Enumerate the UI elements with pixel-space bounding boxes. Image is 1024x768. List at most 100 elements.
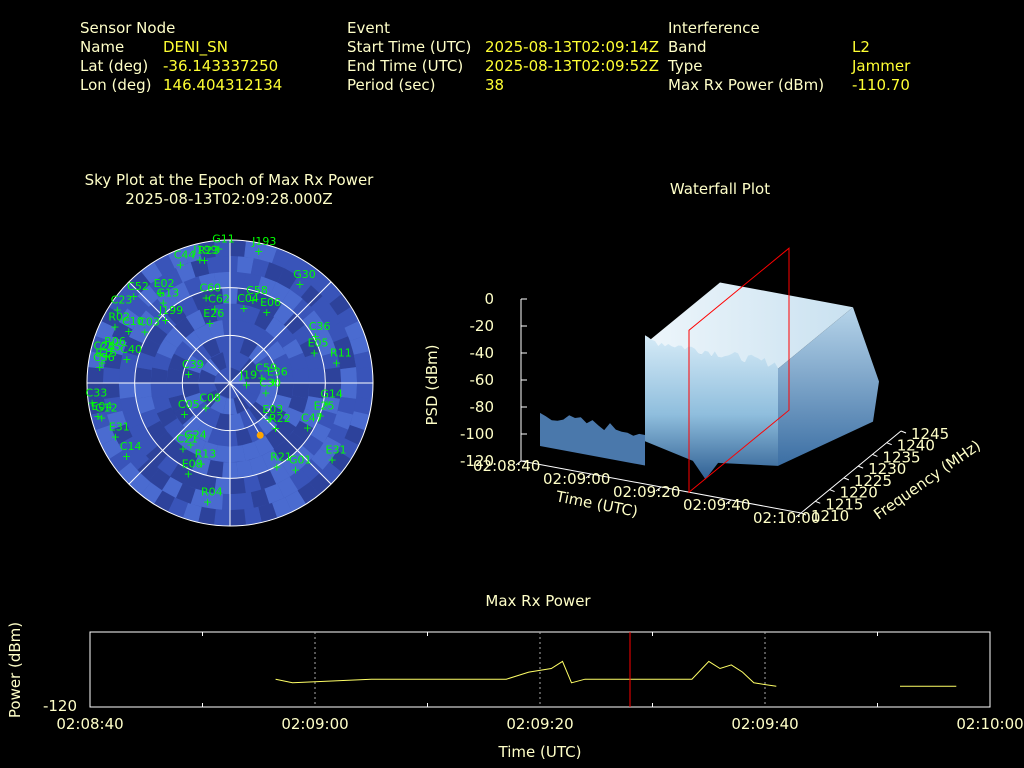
sky-cell — [182, 368, 200, 383]
sky-cell — [300, 459, 323, 481]
sky-cell — [264, 483, 285, 504]
satellite-label: C36 — [309, 320, 331, 333]
freq-tick-label: 1215 — [825, 495, 863, 513]
sky-cell — [95, 425, 116, 445]
waterfall-zlabel: PSD (dBm) — [423, 344, 441, 425]
satellite-label: J19 — [239, 368, 257, 381]
sky-cell — [239, 389, 259, 408]
interference-type-label: Type — [668, 57, 703, 75]
sky-cell — [265, 427, 287, 450]
satellite-label: C39 — [182, 358, 204, 371]
satellite-marker: +C44 — [174, 249, 196, 272]
sky-cell — [292, 367, 310, 383]
sky-cell — [191, 290, 211, 311]
sky-cell — [111, 321, 133, 343]
freq-tick-label: 1240 — [897, 437, 935, 455]
satellite-label: C08 — [199, 392, 221, 405]
sky-cell — [309, 271, 332, 294]
sky-cell — [244, 506, 262, 526]
sky-cell — [269, 281, 291, 303]
satellite-label: C62 — [208, 292, 230, 305]
satellite-plus: + — [102, 351, 111, 364]
sky-cell — [166, 367, 184, 383]
satellite-marker: +C39 — [182, 358, 204, 381]
sky-cell — [292, 383, 310, 399]
satellite-label: R23 — [198, 244, 220, 257]
sky-cell — [157, 289, 179, 311]
satellite-marker: +G14 — [320, 387, 343, 410]
satellite-plus: + — [272, 460, 281, 473]
sky-cell — [230, 413, 245, 431]
satellite-marker: +R21 — [270, 450, 292, 473]
freq-tick-label: 1210 — [811, 507, 849, 525]
satellite-label: C21 — [176, 433, 198, 446]
satellite-plus: + — [111, 431, 120, 444]
satellite-marker: +E03 — [262, 403, 283, 426]
sky-cell — [283, 312, 306, 335]
satellite-plus: + — [264, 413, 273, 426]
satellite-plus: + — [122, 450, 131, 463]
sky-cell — [90, 411, 110, 431]
sky-cell — [237, 492, 254, 510]
satellite-plus: + — [195, 254, 204, 267]
sky-cell — [288, 395, 308, 414]
sky-cell — [356, 367, 373, 383]
satellite-plus: + — [97, 357, 106, 370]
sky-cell — [127, 296, 149, 318]
sky-cell — [236, 288, 254, 306]
sky-cell — [258, 503, 278, 523]
satellite-marker: +C36 — [309, 320, 331, 343]
waterfall-axes — [515, 298, 907, 518]
sky-cell — [118, 308, 140, 330]
sky-cell — [305, 352, 324, 370]
sky-cell — [272, 248, 292, 269]
satellite-label: C52 — [127, 280, 149, 293]
sky-cell — [319, 281, 342, 304]
satellite-marker: +C47 — [301, 411, 323, 434]
sky-cell — [175, 483, 196, 504]
sky-cell — [198, 474, 217, 494]
z-tick-label: -40 — [470, 344, 495, 362]
sky-cell — [344, 425, 365, 445]
sky-cell — [282, 407, 304, 428]
sensor-lon-value: 146.404312134 — [163, 76, 283, 94]
sky-cell — [152, 352, 172, 371]
satellite-marker: +G01 — [289, 453, 312, 476]
satellite-marker: +R02 — [108, 311, 130, 334]
sky-cell — [215, 335, 230, 353]
event-heading: Event — [347, 19, 390, 37]
sky-cell — [297, 261, 320, 284]
sky-cell — [239, 337, 258, 358]
sky-cell — [182, 243, 202, 263]
sky-cell — [299, 337, 321, 358]
satellite-plus: + — [93, 410, 102, 423]
freq-tick — [843, 477, 850, 481]
satellite-label: G01 — [289, 453, 312, 466]
power-chart: 02:08:40 02:09:00 02:09:20 02:09:40 02:10:00… — [6, 622, 1024, 761]
event-period-value: 38 — [485, 76, 505, 94]
sky-cell — [182, 503, 202, 523]
z-tick-label: 0 — [484, 290, 494, 308]
satellite-label: C60 — [199, 281, 221, 294]
satellite-plus: + — [161, 314, 170, 327]
sky-cell — [118, 462, 141, 485]
sky-cell — [321, 351, 341, 370]
sky-cell — [243, 474, 262, 494]
sky-cell — [185, 309, 206, 331]
sky-cell — [344, 321, 365, 341]
satellite-marker: +E36 — [267, 366, 288, 389]
sky-cell — [108, 450, 131, 473]
sky-cell — [140, 482, 163, 505]
satellite-plus: + — [311, 330, 320, 343]
sky-plot: +G11+J193+C44 +J199+R23+G30+C52+C23+E02+G… — [86, 232, 374, 527]
sky-cell — [140, 261, 163, 284]
sky-cell — [191, 455, 211, 476]
sky-cell — [173, 405, 195, 426]
sky-cell — [250, 258, 270, 278]
satellite-label: C58 — [246, 284, 268, 297]
satellite-plus: + — [242, 378, 251, 391]
sky-cell — [264, 262, 285, 283]
sky-cell — [356, 383, 373, 399]
sky-cell — [236, 460, 254, 478]
satellite-marker: +C30 — [259, 376, 281, 399]
